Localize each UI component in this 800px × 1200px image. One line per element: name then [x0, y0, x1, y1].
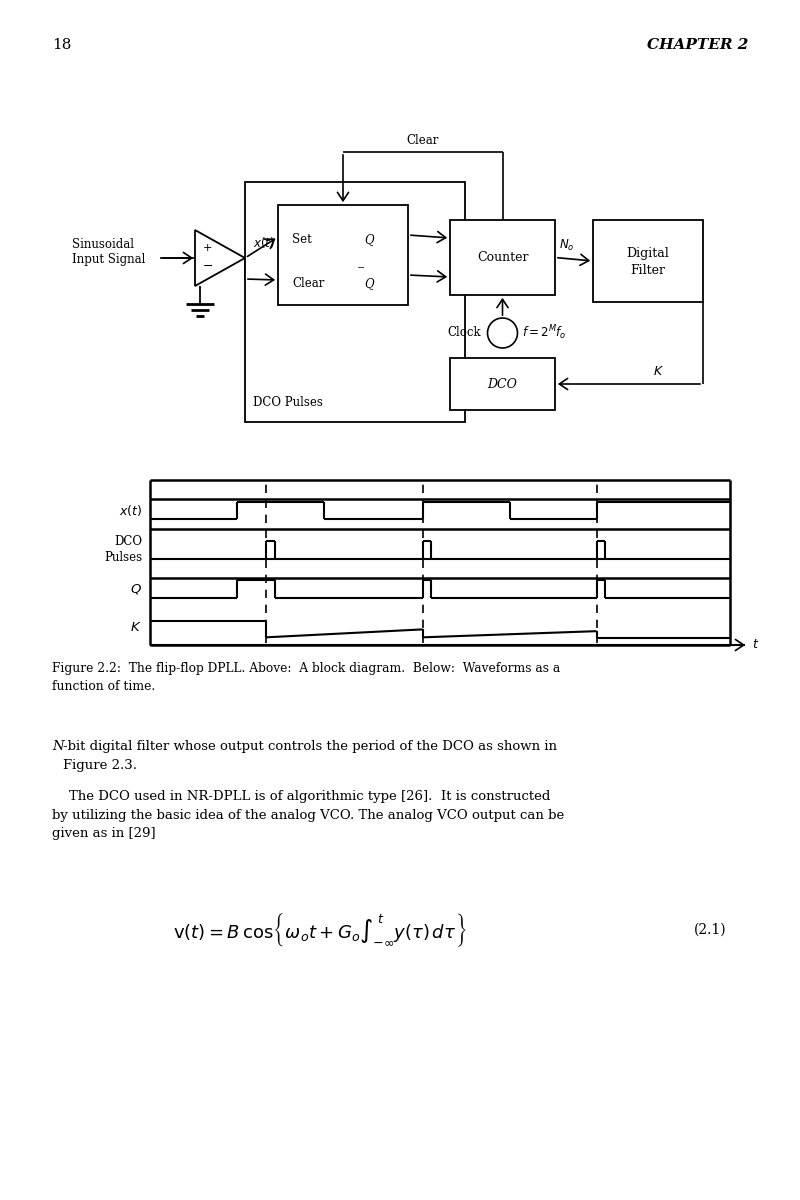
Text: DCO Pulses: DCO Pulses	[253, 396, 323, 408]
Text: DCO
Pulses: DCO Pulses	[104, 535, 142, 564]
Text: (2.1): (2.1)	[694, 923, 726, 937]
Text: $x(t)$: $x(t)$	[253, 235, 275, 250]
Text: Clock: Clock	[448, 326, 482, 340]
Text: DCO: DCO	[487, 378, 518, 390]
Text: Input Signal: Input Signal	[72, 253, 146, 266]
Circle shape	[487, 318, 518, 348]
Text: The DCO used in NR-DPLL is of algorithmic type [26].  It is constructed
by utili: The DCO used in NR-DPLL is of algorithmi…	[52, 790, 564, 840]
Text: +: +	[203, 242, 212, 253]
Text: $\mathrm{v}(t) = B\,\cos\!\left\{\omega_o t + G_o \int_{-\infty}^{\,t} y(\tau)\,: $\mathrm{v}(t) = B\,\cos\!\left\{\omega_…	[173, 911, 467, 949]
Text: Q: Q	[364, 277, 374, 290]
Bar	[245, 182, 465, 422]
Text: 18: 18	[52, 38, 71, 52]
Text: Filter: Filter	[630, 264, 666, 277]
Text: Clear: Clear	[406, 134, 439, 146]
Text: $t$: $t$	[752, 638, 759, 652]
Text: $f{=}2^M f_o$: $f{=}2^M f_o$	[522, 324, 567, 342]
Text: Set: Set	[292, 233, 312, 246]
Bar	[450, 220, 555, 295]
Text: Counter: Counter	[477, 251, 528, 264]
Text: Q: Q	[364, 233, 374, 246]
Polygon shape	[195, 230, 245, 286]
Text: $N_o$: $N_o$	[559, 239, 574, 253]
Bar	[450, 358, 555, 410]
Text: $K$: $K$	[653, 365, 664, 378]
Text: -bit digital filter whose output controls the period of the DCO as shown in
Figu: -bit digital filter whose output control…	[63, 740, 557, 772]
Text: −: −	[203, 259, 214, 272]
Text: Figure 2.2:  The flip-flop DPLL. Above:  A block diagram.  Below:  Waveforms as : Figure 2.2: The flip-flop DPLL. Above: A…	[52, 662, 560, 692]
Bar	[593, 220, 703, 302]
Bar	[278, 205, 408, 305]
Text: N: N	[52, 740, 64, 754]
Text: Digital: Digital	[626, 247, 670, 260]
Text: Sinusoidal: Sinusoidal	[72, 239, 134, 252]
Text: Clear: Clear	[292, 277, 324, 290]
Text: $x(t)$: $x(t)$	[118, 503, 142, 518]
Text: $K$: $K$	[130, 620, 142, 634]
Text: CHAPTER 2: CHAPTER 2	[646, 38, 748, 52]
Text: $Q$: $Q$	[130, 582, 142, 596]
